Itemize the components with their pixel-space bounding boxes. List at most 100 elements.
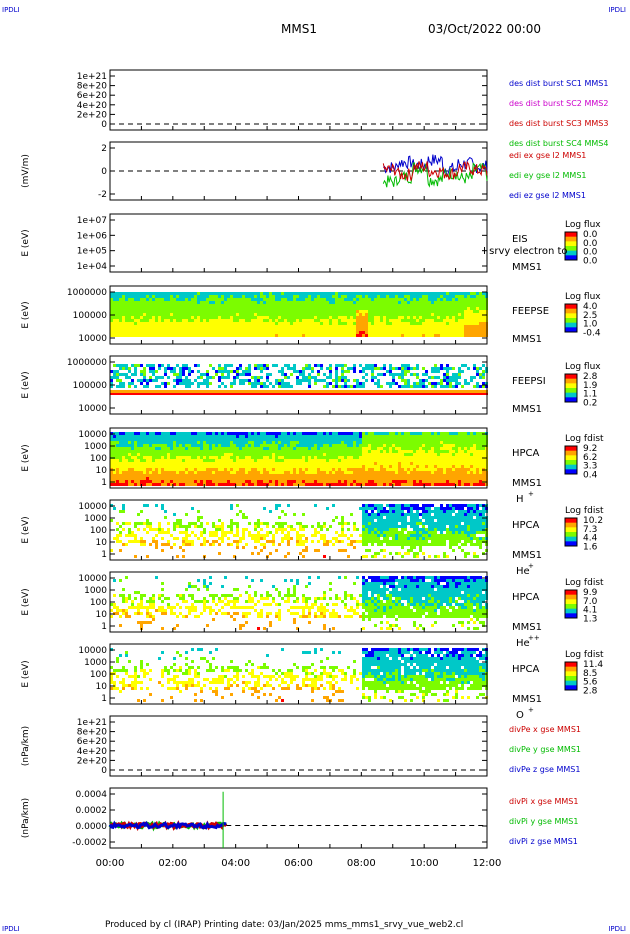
- spectrogram-cell: [272, 471, 275, 474]
- spectrogram-cell: [260, 468, 263, 471]
- spectrogram-cell: [155, 438, 158, 441]
- spectrogram-cell: [131, 319, 134, 322]
- spectrogram-cell: [398, 298, 401, 301]
- spectrogram-cell: [131, 325, 134, 328]
- spectrogram-cell: [269, 483, 272, 486]
- spectrogram-cell: [149, 304, 152, 307]
- spectrogram-cell: [290, 373, 293, 376]
- spectrogram-cell: [128, 483, 131, 486]
- spectrogram-cell: [404, 292, 407, 295]
- spectrogram-cell: [332, 435, 335, 438]
- spectrogram-cell: [461, 438, 464, 441]
- spectrogram-cell: [269, 450, 272, 453]
- spectrogram-cell: [155, 307, 158, 310]
- spectrogram-cell: [404, 438, 407, 441]
- spectrogram-cell: [434, 462, 437, 465]
- spectrogram-cell: [422, 480, 425, 483]
- spectrogram-cell: [332, 319, 335, 322]
- spectrogram-cell: [221, 483, 224, 486]
- spectrogram-cell: [245, 462, 248, 465]
- spectrogram-cell: [158, 316, 161, 319]
- spectrogram-cell: [284, 376, 287, 379]
- spectrogram-cell: [227, 304, 230, 307]
- spectrogram-cell: [275, 450, 278, 453]
- spectrogram-cell: [431, 468, 434, 471]
- spectrogram-cell: [242, 292, 245, 295]
- spectrogram-cell: [332, 313, 335, 316]
- spectrogram-cell: [179, 292, 182, 295]
- spectrogram-cell: [455, 441, 458, 444]
- spectrogram-cell: [296, 459, 299, 462]
- spectrogram-cell: [215, 447, 218, 450]
- spectrogram-cell: [239, 301, 242, 304]
- spectrogram-cell: [218, 453, 221, 456]
- spectrogram-cell: [152, 373, 155, 376]
- spectrogram-cell: [428, 438, 431, 441]
- spectrogram-cell: [359, 471, 362, 474]
- spectrogram-cell: [125, 444, 128, 447]
- spectrogram-cell: [254, 382, 257, 385]
- spectrogram-cell: [452, 328, 455, 331]
- spectrogram-cell: [422, 450, 425, 453]
- spectrogram-cell: [200, 483, 203, 486]
- spectrogram-cell: [278, 483, 281, 486]
- spectrogram-cell: [308, 301, 311, 304]
- spectrogram-cell: [386, 444, 389, 447]
- spectrogram-cell: [413, 307, 416, 310]
- spectrogram-cell: [245, 471, 248, 474]
- spectrogram-cell: [212, 393, 215, 395]
- spectrogram-cell: [215, 316, 218, 319]
- spectrogram-cell: [335, 382, 338, 385]
- spectrogram-cell: [323, 447, 326, 450]
- spectrogram-cell: [332, 304, 335, 307]
- spectrogram-cell: [143, 393, 146, 395]
- spectrogram-cell: [296, 331, 299, 334]
- spectrogram-cell: [194, 364, 197, 367]
- spectrogram-cell: [437, 462, 440, 465]
- spectrogram-cell: [401, 474, 404, 477]
- spectrogram-cell: [194, 304, 197, 307]
- spectrogram-cell: [125, 483, 128, 486]
- spectrogram-cell: [176, 480, 179, 483]
- spectrogram-cell: [188, 316, 191, 319]
- spectrogram-cell: [188, 331, 191, 334]
- spectrogram-cell: [353, 367, 356, 370]
- spectrogram-cell: [158, 304, 161, 307]
- spectrogram-cell: [461, 313, 464, 316]
- spectrogram-cell: [269, 319, 272, 322]
- spectrogram-cell: [326, 292, 329, 295]
- spectrogram-cell: [164, 307, 167, 310]
- spectrogram-cell: [275, 390, 278, 393]
- spectrogram-cell: [353, 462, 356, 465]
- spectrogram-cell: [266, 393, 269, 395]
- spectrogram-cell: [143, 480, 146, 483]
- spectrogram-cell: [188, 453, 191, 456]
- spectrogram-cell: [251, 292, 254, 295]
- spectrogram-cell: [443, 373, 446, 376]
- spectrogram-cell: [380, 367, 383, 370]
- spectrogram-cell: [428, 432, 431, 435]
- spectrogram-cell: [416, 316, 419, 319]
- spectrogram-cell: [311, 322, 314, 325]
- spectrogram-cell: [365, 328, 368, 331]
- spectrogram-cell: [467, 313, 470, 316]
- spectrogram-cell: [365, 480, 368, 483]
- spectrogram-cell: [197, 483, 200, 486]
- spectrogram-cell: [128, 316, 131, 319]
- spectrogram-cell: [116, 441, 119, 444]
- spectrogram-cell: [122, 456, 125, 459]
- spectrogram-cell: [410, 310, 413, 313]
- spectrogram-cell: [335, 471, 338, 474]
- spectrogram-cell: [482, 364, 485, 367]
- spectrogram-cell: [401, 295, 404, 298]
- spectrogram-cell: [125, 465, 128, 468]
- spectrogram-cell: [278, 471, 281, 474]
- spectrogram-cell: [419, 313, 422, 316]
- spectrogram-cell: [260, 382, 263, 385]
- spectrogram-cell: [185, 385, 188, 388]
- spectrogram-cell: [452, 483, 455, 486]
- spectrogram-cell: [221, 453, 224, 456]
- spectrogram-cell: [323, 301, 326, 304]
- spectrogram-cell: [143, 379, 146, 382]
- spectrogram-cell: [323, 393, 326, 395]
